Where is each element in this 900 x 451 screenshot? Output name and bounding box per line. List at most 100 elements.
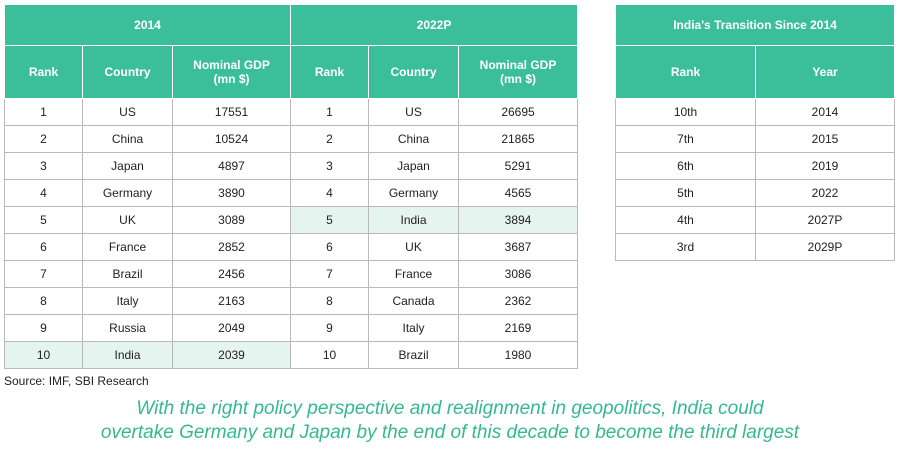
rank-cell: 8 (290, 287, 369, 315)
country-cell: Italy (82, 287, 173, 315)
rank-cell: 10th (615, 98, 756, 126)
rank-cell: 7 (290, 260, 369, 288)
column-header-year: Year (755, 45, 895, 99)
gdp-cell: 2169 (457, 314, 579, 342)
gdp-table-body: 1 US 17551 1 US 26695 2 China 10524 2 China 21865 3 J… (4, 98, 579, 369)
gdp-cell: 3890 (172, 179, 291, 207)
rank-cell: 10 (290, 341, 369, 369)
column-header-rank: Rank (615, 45, 756, 99)
column-header-rank: Rank (4, 45, 83, 99)
india-column-header-row: Rank Year (615, 45, 895, 99)
year-cell: 2014 (755, 98, 895, 126)
gdp-cell: 2163 (172, 287, 291, 315)
column-header-country: Country (368, 45, 459, 99)
caption-line-1: With the right policy perspective and re… (136, 398, 764, 419)
rank-cell: 10 (4, 341, 83, 369)
rank-cell: 7 (4, 260, 83, 288)
rank-cell: 3rd (615, 233, 756, 261)
gdp-cell: 17551 (172, 98, 291, 126)
rank-cell: 6 (290, 233, 369, 261)
country-cell: China (82, 125, 173, 153)
gdp-cell: 10524 (172, 125, 291, 153)
rank-cell: 5th (615, 179, 756, 207)
gdp-cell: 2039 (172, 341, 291, 369)
table-row: 10 India 2039 10 Brazil 1980 (4, 341, 579, 369)
table-row: 10th 2014 (615, 98, 895, 126)
table-row: 6th 2019 (615, 152, 895, 180)
country-cell: US (368, 98, 459, 126)
source-note: Source: IMF, SBI Research (4, 374, 149, 388)
rank-cell: 1 (4, 98, 83, 126)
rank-cell: 5 (290, 206, 369, 234)
india-transition-table: India's Transition Since 2014 Rank Year … (615, 4, 895, 261)
rank-cell: 3 (4, 152, 83, 180)
rank-cell: 3 (290, 152, 369, 180)
caption-line-2: overtake Germany and Japan by the end of… (100, 422, 800, 443)
table-row: 1 US 17551 1 US 26695 (4, 98, 579, 126)
country-cell: Brazil (82, 260, 173, 288)
country-cell: Brazil (368, 341, 459, 369)
gdp-cell: 2456 (172, 260, 291, 288)
group-header-2014: 2014 (4, 4, 291, 46)
country-cell: Germany (82, 179, 173, 207)
rank-cell: 7th (615, 125, 756, 153)
country-cell: Japan (82, 152, 173, 180)
gdp-cell: 4565 (457, 179, 579, 207)
table-row: 3 Japan 4897 3 Japan 5291 (4, 152, 579, 180)
gdp-cell: 3687 (457, 233, 579, 261)
table-row: 2 China 10524 2 China 21865 (4, 125, 579, 153)
country-cell: Italy (368, 314, 459, 342)
year-cell: 2022 (755, 179, 895, 207)
india-table-title: India's Transition Since 2014 (615, 4, 895, 46)
table-row: 9 Russia 2049 9 Italy 2169 (4, 314, 579, 342)
rank-cell: 4 (290, 179, 369, 207)
gdp-cell: 3089 (172, 206, 291, 234)
table-row: 5th 2022 (615, 179, 895, 207)
country-cell: UK (82, 206, 173, 234)
year-cell: 2029P (755, 233, 895, 261)
gdp-cell: 26695 (457, 98, 579, 126)
country-cell: Germany (368, 179, 459, 207)
rank-cell: 1 (290, 98, 369, 126)
gdp-cell: 2362 (457, 287, 579, 315)
table-row: 3rd 2029P (615, 233, 895, 261)
rank-cell: 4 (4, 179, 83, 207)
gdp-cell: 3086 (457, 260, 579, 288)
table-row: 4 Germany 3890 4 Germany 4565 (4, 179, 579, 207)
gdp-cell: 1980 (457, 341, 579, 369)
rank-cell: 9 (4, 314, 83, 342)
column-header-gdp: Nominal GDP (mn $) (172, 45, 291, 99)
country-cell: India (82, 341, 173, 369)
rank-cell: 4th (615, 206, 756, 234)
rank-cell: 8 (4, 287, 83, 315)
table-row: 7th 2015 (615, 125, 895, 153)
table-row: 7 Brazil 2456 7 France 3086 (4, 260, 579, 288)
country-cell: China (368, 125, 459, 153)
country-cell: Canada (368, 287, 459, 315)
gdp-cell: 2852 (172, 233, 291, 261)
country-cell: Russia (82, 314, 173, 342)
table-row: 5 UK 3089 5 India 3894 (4, 206, 579, 234)
rank-cell: 2 (4, 125, 83, 153)
rank-cell: 2 (290, 125, 369, 153)
column-header-country: Country (82, 45, 173, 99)
gdp-ranking-table: 2014 2022P Rank Country Nominal GDP (mn … (4, 4, 579, 369)
table-row: 4th 2027P (615, 206, 895, 234)
group-header-2022p: 2022P (289, 4, 579, 46)
country-cell: India (368, 206, 459, 234)
column-header-rank: Rank (290, 45, 369, 99)
gdp-cell: 21865 (457, 125, 579, 153)
caption: With the right policy perspective and re… (0, 397, 900, 445)
country-cell: France (368, 260, 459, 288)
gdp-cell: 2049 (172, 314, 291, 342)
column-header-row: Rank Country Nominal GDP (mn $) Rank Cou… (4, 45, 579, 99)
gdp-cell: 5291 (457, 152, 579, 180)
rank-cell: 9 (290, 314, 369, 342)
year-cell: 2015 (755, 125, 895, 153)
gdp-cell: 4897 (172, 152, 291, 180)
country-cell: France (82, 233, 173, 261)
gdp-cell: 3894 (457, 206, 579, 234)
country-cell: Japan (368, 152, 459, 180)
column-header-gdp: Nominal GDP (mn $) (457, 45, 579, 99)
table-row: 8 Italy 2163 8 Canada 2362 (4, 287, 579, 315)
